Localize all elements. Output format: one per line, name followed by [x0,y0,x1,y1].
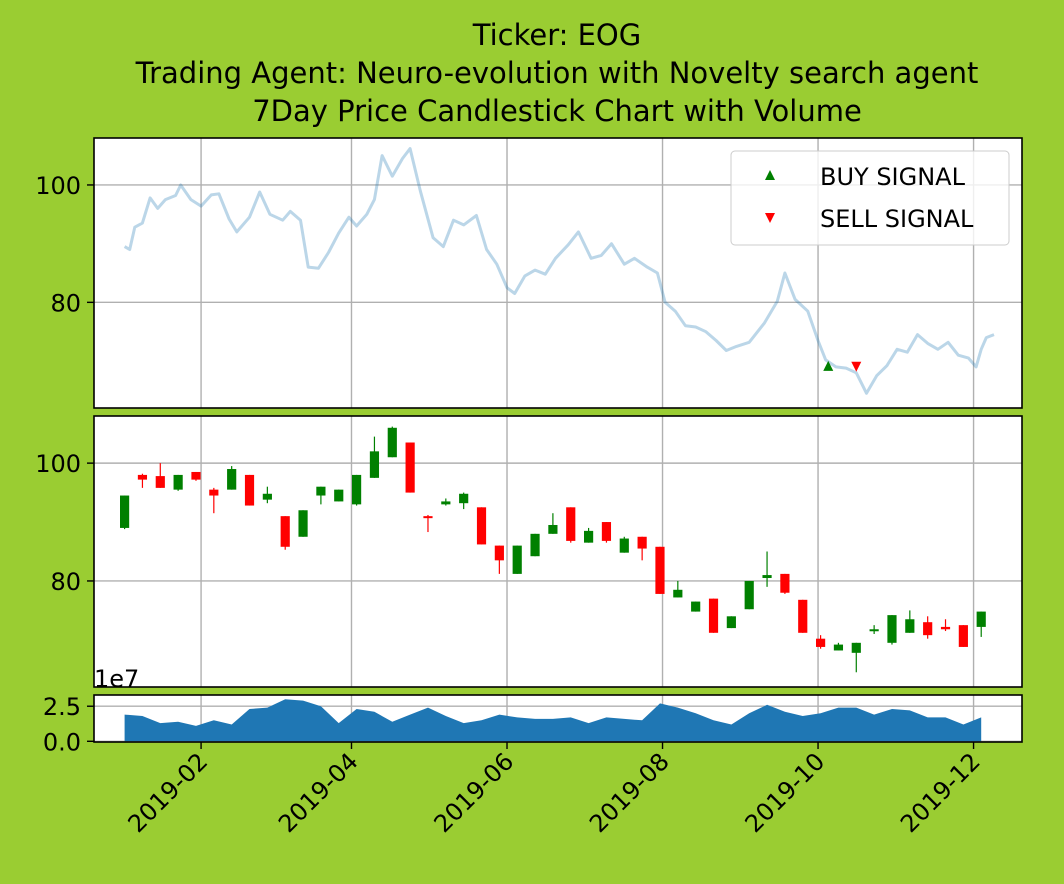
volume-frame [93,694,1023,743]
candle-body-14 [369,451,380,478]
candle-body-39 [816,638,826,647]
candle-body-18 [441,501,451,505]
candle-body-44 [905,619,915,633]
x-tick-label-5: 2019-12 [895,747,986,838]
candle-body-42 [869,629,879,632]
legend-buy-label: BUY SIGNAL [820,163,966,191]
volume-ytick-label-1: 2.5 [43,693,81,721]
candle-body-43 [887,615,897,643]
legend-sell-marker [765,213,775,223]
candle-body-46 [940,626,951,630]
candle-body-36 [762,575,772,579]
price-line [123,147,995,395]
candle-body-9 [280,516,290,547]
candle-body-19 [459,493,469,504]
candle-body-45 [923,622,933,636]
legend-buy-marker [765,170,775,180]
candle-body-11 [316,486,326,496]
candle-body-2 [155,476,165,488]
x-tick-label-0: 2019-02 [123,747,214,838]
volume-panel: 0.02.5 [43,693,1023,756]
x-axis: 2019-02 2019-04 2019-06 2019-08 2019-10 2019-… [123,742,986,838]
candle-body-12 [334,489,344,502]
legend: BUY SIGNAL SELL SIGNAL [730,150,1010,246]
x-tick-label-2: 2019-06 [429,747,520,838]
candle-body-21 [494,545,504,561]
x-tick-label-1: 2019-04 [273,747,364,838]
legend-box [730,150,1010,246]
candle-body-37 [780,573,790,593]
x-tick-label-4: 2019-10 [740,747,831,838]
sell-signal-marker-0 [851,361,862,372]
candle-body-35 [744,580,754,610]
candle-ytick-label-1: 100 [35,450,81,478]
candle-body-28 [619,538,629,553]
candle-body-13 [352,474,362,505]
candle-body-31 [673,589,683,598]
candle-body-6 [227,469,237,490]
candle-body-25 [566,507,576,541]
candle-ytick-label-0: 80 [50,568,81,596]
candlestick-panel: 80 100 [35,415,1023,688]
candle-plot-area [94,416,1022,687]
candle-body-41 [851,642,861,653]
candle-body-4 [191,471,201,480]
candle-body-47 [958,625,968,647]
chart-title-line-3: 7Day Price Candlestick Chart with Volume [252,94,862,128]
candle-body-48 [976,611,986,627]
candle-frame [93,415,1023,688]
candle-body-24 [548,524,558,534]
candle-body-27 [601,522,612,541]
candle-body-8 [262,493,272,500]
candle-body-0 [120,495,130,528]
buy-signal-marker-0 [823,360,834,371]
x-tick-label-3: 2019-08 [584,747,675,838]
chart-title-line-2: Trading Agent: Neuro-evolution with Nove… [135,56,979,90]
candle-body-38 [798,599,808,633]
candle-body-40 [833,644,844,651]
candle-body-16 [405,442,415,493]
candle-body-23 [530,533,540,557]
candle-body-15 [387,427,397,458]
volume-exponent-label: 1e7 [94,665,139,693]
candle-body-30 [655,546,665,594]
candle-body-1 [137,474,148,480]
candle-body-33 [708,598,719,633]
candle-body-5 [209,489,219,496]
candle-body-20 [476,507,487,545]
candle-body-3 [173,474,183,490]
candle-body-26 [584,530,594,543]
price-ytick-label-0: 80 [50,289,81,317]
price-ytick-label-1: 100 [35,172,81,200]
chart-title-line-1: Ticker: EOG [472,18,641,52]
candle-body-34 [726,616,736,629]
candle-body-7 [244,474,255,506]
candle-body-32 [691,601,701,612]
price-frame [93,137,1023,409]
volume-area [124,699,982,742]
candle-body-29 [637,536,647,549]
candle-body-10 [298,510,308,537]
candle-body-22 [512,545,522,574]
legend-sell-label: SELL SIGNAL [820,205,974,233]
candle-body-17 [423,516,433,519]
volume-ytick-label-0: 0.0 [43,728,81,756]
